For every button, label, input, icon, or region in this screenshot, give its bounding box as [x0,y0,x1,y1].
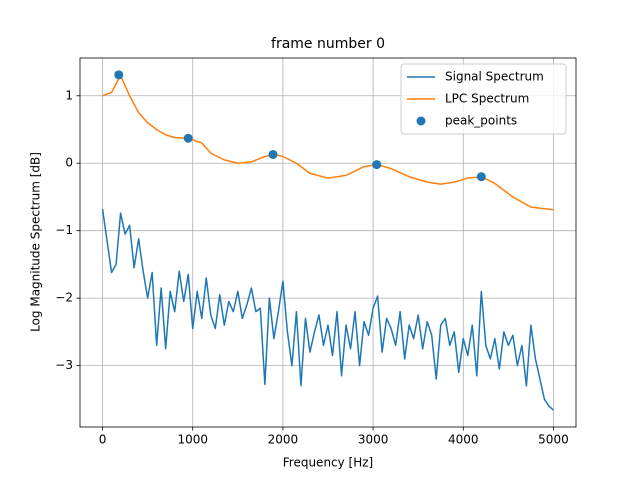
y-tick-label: 0 [65,156,73,170]
x-tick-label: 4000 [448,433,479,447]
chart-title: frame number 0 [271,36,385,52]
legend-label: LPC Spectrum [445,92,529,106]
line [101,209,554,411]
scatter-point [476,172,486,182]
legend-box [400,63,567,135]
y-tick-label: −2 [55,291,73,305]
x-tick-label: 3000 [358,433,389,447]
plot-frame [79,57,577,428]
line [102,74,554,211]
y-tick-label: 1 [65,88,73,102]
x-tick-label: 5000 [538,433,569,447]
scatter-point [268,149,278,159]
legend-marker [416,116,426,126]
x-tick-label: 2000 [268,433,299,447]
y-tick-label: −3 [55,358,73,372]
legend-label: peak_points [445,114,517,128]
y-axis-label: Log Magnitude Spectrum [dB] [29,152,43,332]
scatter-point [183,133,193,143]
x-tick-label: 0 [99,433,107,447]
scatter-point [372,160,382,170]
y-tick-label: −1 [55,223,73,237]
legend-label: Signal Spectrum [445,70,544,84]
scatter-point [114,70,124,80]
x-axis-label: Frequency [Hz] [283,456,374,470]
x-tick-label: 1000 [177,433,208,447]
